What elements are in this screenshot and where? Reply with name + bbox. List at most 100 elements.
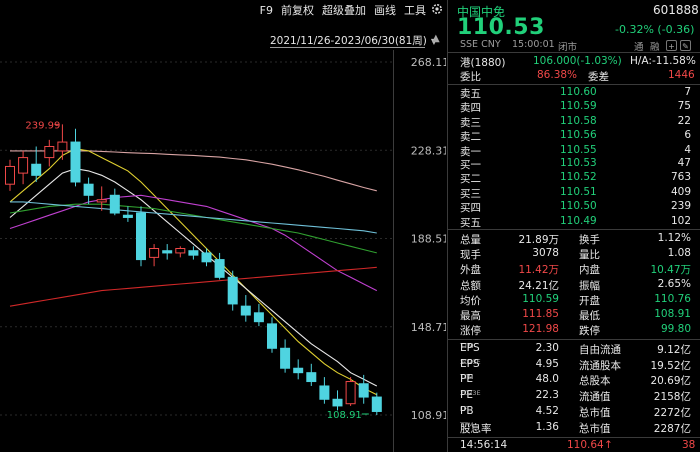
fundamental-label: PE 2023E	[460, 389, 481, 402]
quote-panel: 中国中免 601888 110.53 -0.32% (-0.36) SSE CN…	[447, 0, 700, 452]
divider	[448, 437, 700, 438]
candle-body	[57, 141, 68, 152]
stat-value: 1.12%	[657, 232, 691, 244]
low-marker: 108.91	[327, 410, 362, 421]
fundamental-value: 19.52亿	[650, 359, 691, 372]
candle-body	[280, 347, 291, 369]
bids-row[interactable]: 买一 110.53 47	[448, 157, 700, 171]
stat-value: 110.59	[522, 292, 559, 305]
divider	[448, 52, 700, 53]
asks-row[interactable]: 卖三 110.58 22	[448, 115, 700, 129]
fundamental-label: PE TTM	[460, 373, 474, 386]
asks-level-label: 卖二	[460, 131, 481, 144]
candle-body	[240, 305, 251, 316]
stat-value: 111.85	[522, 308, 559, 320]
weicha-value: 1446	[668, 69, 695, 81]
fundamental-row: PE 2023E 22.3 流通值 2158亿	[460, 389, 691, 404]
candle-body	[149, 248, 160, 258]
toolbar-f9[interactable]: F9	[259, 3, 273, 17]
candle-body	[293, 367, 304, 374]
fundamental-value: 2287亿	[653, 422, 691, 435]
tag-tong: 通	[634, 42, 644, 53]
asks-price: 110.56	[560, 129, 597, 142]
last-price: 110.53	[457, 15, 545, 40]
plus-icon[interactable]: +	[666, 40, 677, 51]
caret-down-icon: ▼	[430, 37, 438, 46]
fundamental-value: 4.95	[535, 357, 559, 370]
chart-toolbar: F9 前复权 超级叠加 画线 工具	[0, 0, 446, 20]
fundamental-value: 4.52	[535, 404, 559, 417]
divider	[448, 229, 700, 230]
stat-row: 均价 110.59 开盘 110.76	[448, 293, 700, 307]
stat-value: 2.65%	[657, 277, 691, 290]
candle-body	[267, 323, 277, 349]
toolbar-overlay[interactable]: 超级叠加	[322, 4, 366, 17]
date-range-underline	[270, 47, 425, 48]
candle-body	[18, 157, 29, 174]
stat-label: 跌停	[579, 325, 600, 338]
candlestick-chart[interactable]: 268.11 228.31 188.51 148.71 108.91 239.99 108.…	[0, 0, 446, 452]
ha-premium: H/A:-11.58%	[630, 55, 696, 67]
toolbar-tools[interactable]: 工具	[404, 4, 426, 17]
candle-body	[162, 250, 173, 254]
fundamental-value: 48.0	[535, 373, 559, 386]
fundamental-row: PE TTM 48.0 总股本 20.69亿	[460, 373, 691, 388]
toolbar-adjust[interactable]: 前复权	[281, 4, 314, 17]
stat-label: 振幅	[579, 279, 600, 292]
ma-line	[10, 201, 377, 234]
market-status: 闭市	[558, 42, 578, 53]
candle-body	[201, 252, 212, 263]
weibi-value: 86.38%	[537, 69, 578, 81]
hk-price: 106.000(-1.03%)	[533, 55, 622, 67]
bids-row[interactable]: 买二 110.52 763	[448, 171, 700, 185]
candle-body	[345, 381, 356, 405]
gear-icon[interactable]	[431, 3, 443, 15]
bids-price: 110.52	[560, 171, 597, 184]
stat-value: 110.76	[654, 292, 691, 305]
tick-row: 14:56:14 110.64 ↑ 38	[448, 439, 700, 452]
scroll-up-icon[interactable]: ▲	[432, 33, 440, 44]
asks-row[interactable]: 卖四 110.59 75	[448, 100, 700, 114]
fundamental-row: 股息率 TTM 1.36 总市值 2 2287亿	[448, 421, 700, 435]
candle-body	[227, 276, 238, 305]
candle-body	[109, 194, 120, 214]
bids-row[interactable]: 买五 110.49 102	[448, 215, 700, 229]
tick-volume: 38	[682, 439, 696, 451]
stat-value: 1.08	[667, 247, 691, 260]
bids-volume: 409	[670, 185, 691, 198]
asks-row[interactable]: 卖五 110.60 7	[448, 86, 700, 100]
chart-pane[interactable]: 268.11 228.31 188.51 148.71 108.91 239.99 108.…	[0, 0, 446, 452]
date-range-selector[interactable]: 2021/11/26-2023/06/30(81周) ▼	[270, 33, 437, 48]
candle-body	[44, 146, 55, 159]
stat-value: 3078	[532, 247, 559, 260]
candle-body	[122, 214, 133, 218]
stat-value: 99.80	[660, 323, 691, 336]
asks-volume: 6	[684, 129, 691, 142]
asks-price: 110.60	[560, 86, 597, 98]
toolbar-draw[interactable]: 画线	[374, 4, 396, 17]
bids-level-label: 买四	[460, 202, 481, 215]
bids-row[interactable]: 买三 110.51 409	[448, 186, 700, 200]
fundamental-row: EPS TTM 2.30 自由流通 9.12亿	[460, 342, 691, 356]
ma-line	[9, 168, 378, 387]
candle-body	[319, 385, 330, 400]
fundamental-label: PB LF	[460, 404, 474, 417]
fundamental-value: 2158亿	[653, 391, 691, 404]
fundamental-label: 股息率 TTM	[460, 420, 492, 435]
asks-row[interactable]: 卖二 110.56 6	[448, 129, 700, 143]
bids-row[interactable]: 买四 110.50 239	[448, 200, 700, 214]
stat-row: 总额 24.21亿 振幅 2.65%	[448, 278, 700, 292]
stat-value: 21.89万	[518, 234, 559, 246]
price-axis-label: 268.11	[411, 56, 446, 69]
candle-body	[83, 183, 94, 196]
exchange-label: SSE CNY	[460, 39, 501, 50]
stat-row: 涨停 121.98 跌停 99.80	[448, 323, 700, 337]
asks-level-label: 卖三	[460, 116, 481, 129]
candle-body	[332, 398, 343, 407]
asks-level-label: 卖一	[460, 145, 481, 158]
fundamental-value: 2.30	[535, 342, 559, 354]
asks-price: 110.59	[560, 100, 597, 113]
edit-icon[interactable]: ✎	[680, 40, 691, 51]
bids-level-label: 买一	[460, 159, 481, 171]
asks-row[interactable]: 卖一 110.55 4	[448, 144, 700, 158]
